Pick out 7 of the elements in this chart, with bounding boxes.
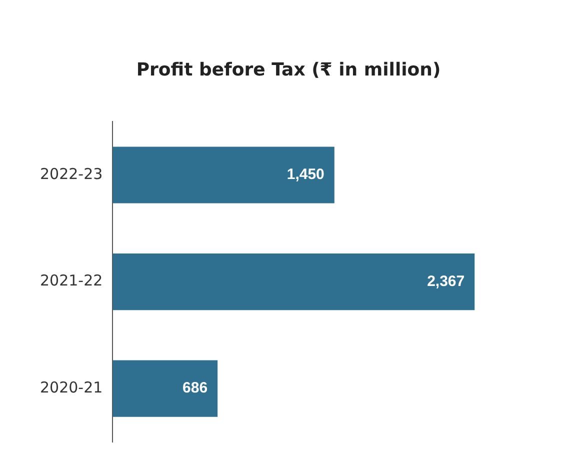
data-label: 686 (182, 380, 208, 397)
data-label: 2,367 (427, 272, 465, 290)
y-tick-label: 2022-23 (40, 164, 103, 183)
chart-title: Profit before Tax (₹ in million) (136, 59, 441, 80)
y-tick-label: 2021-22 (40, 272, 103, 290)
y-tick-label: 2020-21 (40, 378, 103, 396)
data-label: 1,450 (286, 166, 324, 184)
